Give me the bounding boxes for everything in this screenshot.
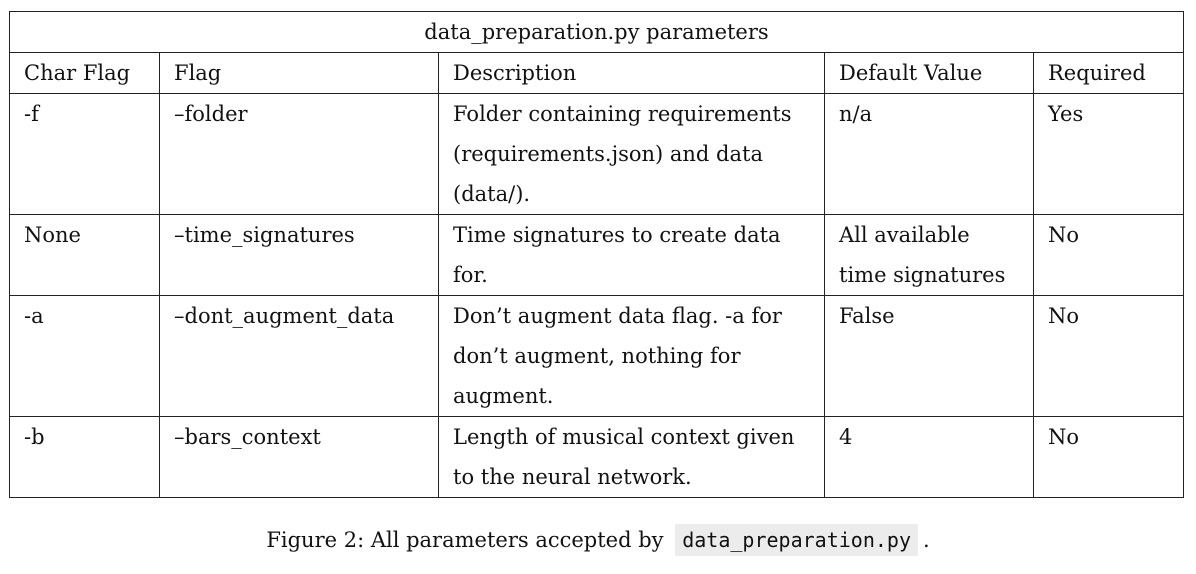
cell-char-flag: -b — [9, 416, 160, 498]
cell-description: Folder containing requirements (requirem… — [438, 93, 825, 215]
header-default-value: Default Value — [824, 52, 1034, 94]
cell-required: Yes — [1033, 93, 1184, 215]
table-row: -a –dont_augment_data Don’t augment data… — [9, 295, 1184, 417]
table-row: None –time_signatures Time signatures to… — [9, 214, 1184, 296]
header-flag: Flag — [159, 52, 439, 94]
cell-description: Time signatures to create data for. — [438, 214, 825, 296]
cell-char-flag: None — [9, 214, 160, 296]
cell-flag: –folder — [159, 93, 439, 215]
cell-description: Length of musical context given to the n… — [438, 416, 825, 498]
cell-default-value: All available time signatures — [824, 214, 1034, 296]
figure-caption-period: . — [923, 528, 930, 552]
cell-flag: –dont_augment_data — [159, 295, 439, 417]
parameters-table: data_preparation.py parameters Char Flag… — [9, 11, 1184, 498]
table-row: -f –folder Folder containing requirement… — [9, 93, 1184, 215]
table-title: data_preparation.py parameters — [9, 11, 1184, 52]
cell-default-value: 4 — [824, 416, 1034, 498]
parameters-table-container: data_preparation.py parameters Char Flag… — [9, 11, 1184, 498]
header-required: Required — [1033, 52, 1184, 94]
cell-required: No — [1033, 295, 1184, 417]
table-header-row: Char Flag Flag Description Default Value… — [9, 52, 1184, 94]
cell-required: No — [1033, 416, 1184, 498]
cell-default-value: False — [824, 295, 1034, 417]
header-char-flag: Char Flag — [9, 52, 160, 94]
cell-char-flag: -a — [9, 295, 160, 417]
cell-description: Don’t augment data flag. -a for don’t au… — [438, 295, 825, 417]
cell-flag: –bars_context — [159, 416, 439, 498]
cell-flag: –time_signatures — [159, 214, 439, 296]
cell-required: No — [1033, 214, 1184, 296]
cell-default-value: n/a — [824, 93, 1034, 215]
figure-caption: Figure 2: All parameters accepted by dat… — [0, 520, 1196, 560]
table-row: -b –bars_context Length of musical conte… — [9, 416, 1184, 498]
figure-caption-text: Figure 2: All parameters accepted by — [266, 528, 664, 552]
figure-caption-code: data_preparation.py — [675, 524, 918, 556]
header-description: Description — [438, 52, 825, 94]
cell-char-flag: -f — [9, 93, 160, 215]
